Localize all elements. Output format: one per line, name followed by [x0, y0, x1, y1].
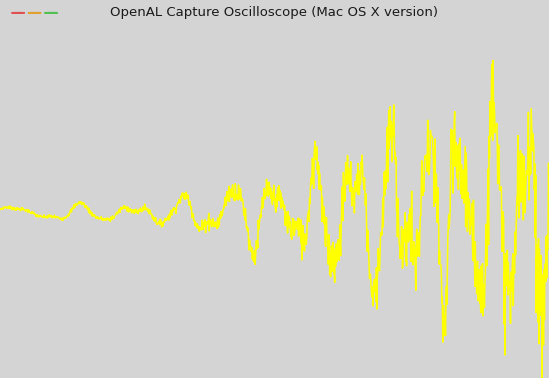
Text: OpenAL Capture Oscilloscope (Mac OS X version): OpenAL Capture Oscilloscope (Mac OS X ve…	[110, 6, 439, 19]
Circle shape	[12, 12, 25, 13]
Circle shape	[28, 12, 41, 13]
Circle shape	[44, 12, 58, 13]
